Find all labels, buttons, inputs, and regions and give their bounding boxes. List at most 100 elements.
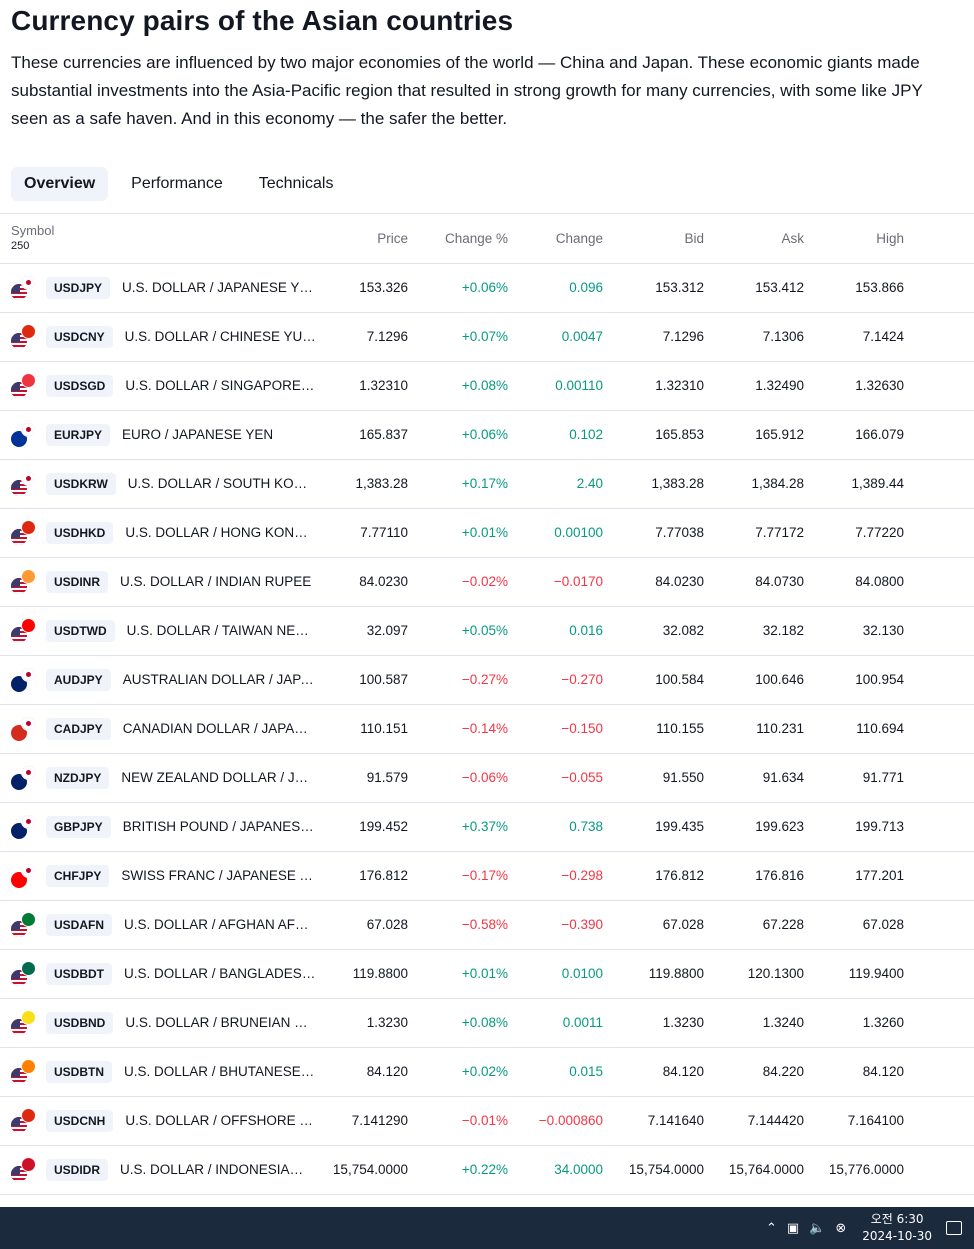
ticker-badge[interactable]: EURJPY bbox=[46, 423, 111, 446]
table-row[interactable]: USDAFN U.S. DOLLAR / AFGHAN AFG… 67.028 −0.… bbox=[0, 900, 974, 950]
pair-description[interactable]: U.S. DOLLAR / BRUNEIAN D… bbox=[125, 1015, 316, 1030]
pair-description[interactable]: SWISS FRANC / JAPANESE YEN bbox=[121, 868, 314, 883]
change-cell: 0.0100 bbox=[516, 949, 611, 999]
ticker-badge[interactable]: USDKRW bbox=[46, 472, 116, 495]
pair-description[interactable]: U.S. DOLLAR / SINGAPORE D… bbox=[125, 378, 316, 393]
pair-description[interactable]: CANADIAN DOLLAR / JAPANE… bbox=[122, 721, 315, 736]
close-circle-icon[interactable]: ⊗ bbox=[835, 1220, 847, 1235]
pair-description[interactable]: U.S. DOLLAR / TAIWAN NEW… bbox=[126, 623, 316, 638]
ask-cell: 7.77172 bbox=[712, 508, 812, 558]
taskbar-clock[interactable]: 오전 6:30 2024-10-30 bbox=[862, 1211, 932, 1245]
table-row[interactable]: USDKRW U.S. DOLLAR / SOUTH KORE… 1,383.28 +… bbox=[0, 459, 974, 509]
table-row[interactable]: USDINR U.S. DOLLAR / INDIAN RUPEE 84.0230−… bbox=[0, 557, 974, 607]
pair-description[interactable]: NEW ZEALAND DOLLAR / JA… bbox=[121, 770, 314, 785]
currency-flag-icon bbox=[10, 960, 36, 987]
pair-description[interactable]: U.S. DOLLAR / JAPANESE YEN bbox=[122, 280, 315, 295]
ticker-badge[interactable]: USDAFN bbox=[46, 913, 112, 936]
column-header-bid[interactable]: Bid bbox=[611, 214, 712, 264]
ticker-badge[interactable]: USDSGD bbox=[46, 374, 114, 397]
volume-icon[interactable]: 🔈 bbox=[809, 1220, 826, 1235]
column-header-high[interactable]: High bbox=[812, 214, 912, 264]
table-row[interactable]: USDBND U.S. DOLLAR / BRUNEIAN D… 1.3230 +0.… bbox=[0, 998, 974, 1048]
pair-description[interactable]: U.S. DOLLAR / AFGHAN AFG… bbox=[124, 917, 316, 932]
pair-description[interactable]: U.S. DOLLAR / CHINESE YUAN bbox=[124, 329, 316, 344]
low-cell: 7.14 bbox=[912, 1096, 974, 1146]
pair-description[interactable]: U.S. DOLLAR / INDIAN RUPEE bbox=[120, 574, 312, 589]
table-row[interactable]: USDHKD U.S. DOLLAR / HONG KONG … 7.77110 +0… bbox=[0, 508, 974, 558]
ticker-badge[interactable]: CADJPY bbox=[46, 717, 111, 740]
ticker-badge[interactable]: USDCNY bbox=[46, 325, 113, 348]
table-row[interactable]: USDSGD U.S. DOLLAR / SINGAPORE D… 1.32310 +… bbox=[0, 361, 974, 411]
ticker-badge[interactable]: USDBND bbox=[46, 1011, 114, 1034]
pair-description[interactable]: U.S. DOLLAR / SOUTH KORE… bbox=[127, 476, 316, 491]
table-row[interactable]: USDJPY U.S. DOLLAR / JAPANESE YEN 153.326 +… bbox=[0, 263, 974, 313]
currency-table: Symbol 250 Price Change % Change Bid Ask… bbox=[0, 214, 974, 1207]
table-row[interactable]: USDBDT U.S. DOLLAR / BANGLADESH… 119.8800 +… bbox=[0, 949, 974, 999]
network-icon[interactable]: ▣ bbox=[786, 1220, 800, 1235]
tab-overview[interactable]: Overview bbox=[11, 167, 109, 201]
table-row[interactable]: EURJPY EURO / JAPANESE YEN 165.837 +0.06% 0.… bbox=[0, 410, 974, 460]
table-row[interactable]: USDIDR U.S. DOLLAR / INDONESIAN … 15,754.0… bbox=[0, 1145, 974, 1195]
chevron-up-icon[interactable]: ⌃ bbox=[765, 1220, 777, 1235]
table-row[interactable] bbox=[0, 1194, 974, 1207]
ticker-badge[interactable]: GBPJPY bbox=[46, 815, 111, 838]
column-header-low[interactable] bbox=[912, 214, 974, 264]
ticker-badge[interactable]: AUDJPY bbox=[46, 668, 111, 691]
table-row[interactable]: CHFJPY SWISS FRANC / JAPANESE YEN 176.812−… bbox=[0, 851, 974, 901]
pair-description[interactable]: AUSTRALIAN DOLLAR / JAPA… bbox=[122, 672, 315, 687]
currency-flag-icon bbox=[10, 764, 36, 791]
bid-cell: 119.8800 bbox=[611, 949, 712, 999]
tab-performance[interactable]: Performance bbox=[131, 175, 223, 192]
symbol-cell bbox=[0, 1194, 316, 1207]
currency-flag-icon bbox=[10, 715, 36, 742]
price-cell: 100.587 bbox=[316, 655, 416, 705]
table-row[interactable]: USDCNH U.S. DOLLAR / OFFSHORE C… 7.141290−… bbox=[0, 1096, 974, 1146]
table-row[interactable]: CADJPY CANADIAN DOLLAR / JAPANE… 110.151 −0… bbox=[0, 704, 974, 754]
bid-cell: 165.853 bbox=[611, 410, 712, 460]
change-cell: −0.000860 bbox=[516, 1096, 611, 1146]
bid-cell: 84.120 bbox=[611, 1047, 712, 1097]
change-percent-cell bbox=[416, 1194, 516, 1207]
high-cell: 84.120 bbox=[812, 1047, 912, 1097]
clock-date: 2024-10-30 bbox=[862, 1229, 932, 1243]
column-header-price[interactable]: Price bbox=[316, 214, 416, 264]
pair-description[interactable]: U.S. DOLLAR / OFFSHORE C… bbox=[125, 1113, 316, 1128]
column-header-symbol[interactable]: Symbol 250 bbox=[0, 214, 316, 264]
currency-flag-icon bbox=[10, 666, 36, 693]
ticker-badge[interactable]: USDINR bbox=[46, 570, 109, 593]
column-header-change[interactable]: Change bbox=[516, 214, 611, 264]
table-header-row: Symbol 250 Price Change % Change Bid Ask… bbox=[0, 214, 974, 264]
table-row[interactable]: AUDJPY AUSTRALIAN DOLLAR / JAPA… 100.587 −0… bbox=[0, 655, 974, 705]
ticker-badge[interactable]: USDJPY bbox=[46, 276, 111, 299]
pair-description[interactable]: U.S. DOLLAR / BANGLADESH… bbox=[124, 966, 316, 981]
symbol-cell: USDIDR U.S. DOLLAR / INDONESIAN … bbox=[0, 1145, 316, 1195]
ask-cell: 1,384.28 bbox=[712, 459, 812, 509]
pair-description[interactable]: U.S. DOLLAR / BHUTANESE … bbox=[124, 1064, 316, 1079]
tab-technicals[interactable]: Technicals bbox=[258, 175, 334, 192]
table-row[interactable]: USDBTN U.S. DOLLAR / BHUTANESE … 84.120 +0.… bbox=[0, 1047, 974, 1097]
currency-flag-icon bbox=[10, 323, 36, 350]
ticker-badge[interactable]: USDCNH bbox=[46, 1109, 114, 1132]
high-cell: 177.201 bbox=[812, 851, 912, 901]
table-row[interactable]: USDCNY U.S. DOLLAR / CHINESE YUAN 7.1296 +0… bbox=[0, 312, 974, 362]
column-header-change-percent[interactable]: Change % bbox=[416, 214, 516, 264]
ticker-badge[interactable]: NZDJPY bbox=[46, 766, 110, 789]
notification-icon[interactable] bbox=[946, 1221, 962, 1235]
high-cell: 67.028 bbox=[812, 900, 912, 950]
ticker-badge[interactable]: USDTWD bbox=[46, 619, 115, 642]
ticker-badge[interactable]: USDHKD bbox=[46, 521, 114, 544]
pair-description[interactable]: U.S. DOLLAR / HONG KONG … bbox=[125, 525, 316, 540]
table-row[interactable]: NZDJPY NEW ZEALAND DOLLAR / JA… 91.579 −0.0… bbox=[0, 753, 974, 803]
pair-description[interactable]: BRITISH POUND / JAPANESE … bbox=[122, 819, 315, 834]
pair-description[interactable]: U.S. DOLLAR / INDONESIAN … bbox=[120, 1162, 313, 1177]
table-row[interactable]: USDTWD U.S. DOLLAR / TAIWAN NEW… 32.097 +0.… bbox=[0, 606, 974, 656]
clock-time: 오전 6:30 bbox=[870, 1212, 924, 1226]
column-header-ask[interactable]: Ask bbox=[712, 214, 812, 264]
pair-description[interactable]: EURO / JAPANESE YEN bbox=[122, 427, 274, 442]
ticker-badge[interactable]: CHFJPY bbox=[46, 864, 110, 887]
ticker-badge[interactable]: USDIDR bbox=[46, 1158, 109, 1181]
price-cell: 176.812 bbox=[316, 851, 416, 901]
ticker-badge[interactable]: USDBTN bbox=[46, 1060, 112, 1083]
ticker-badge[interactable]: USDBDT bbox=[46, 962, 112, 985]
table-row[interactable]: GBPJPY BRITISH POUND / JAPANESE … 199.452 +… bbox=[0, 802, 974, 852]
